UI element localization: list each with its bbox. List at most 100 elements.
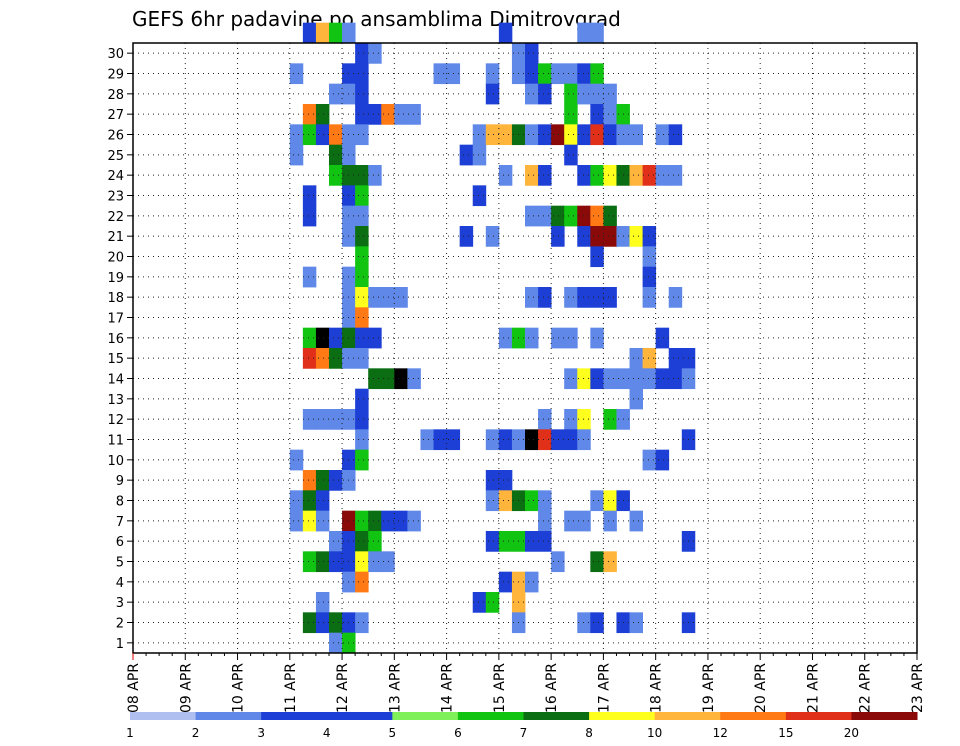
heatmap-cell	[498, 165, 513, 186]
heatmap-cell	[355, 348, 369, 369]
y-tick-label: 21	[107, 230, 124, 245]
heatmap-cell	[289, 510, 304, 532]
y-tick-label: 5	[116, 556, 124, 571]
heatmap-cell	[289, 490, 304, 512]
heatmap-cell	[329, 551, 343, 573]
heatmap-cell	[315, 470, 330, 491]
heatmap-cell	[629, 368, 643, 390]
y-tick-label: 19	[107, 271, 124, 286]
heatmap-cell	[498, 571, 513, 593]
legend-swatch	[654, 712, 721, 720]
heatmap-cell	[668, 348, 683, 369]
legend-swatch	[457, 712, 524, 720]
x-tick-label: 23 APR	[910, 663, 926, 713]
heatmap-cell	[642, 266, 657, 288]
heatmap-cell	[629, 165, 643, 186]
heatmap-cell	[525, 124, 539, 146]
heatmap-cell	[485, 124, 500, 146]
heatmap-cell	[315, 409, 330, 430]
heatmap-cell	[329, 327, 343, 349]
heatmap-cell	[407, 368, 421, 390]
y-axis: 1234567891011121314151617181920212223242…	[107, 47, 133, 652]
heatmap-cell	[407, 104, 421, 125]
x-tick-label: 17 APR	[596, 663, 612, 713]
heatmap-cell	[315, 612, 330, 634]
y-tick-label: 14	[107, 373, 124, 388]
heatmap-cell	[603, 165, 617, 186]
heatmap-cell	[355, 307, 369, 329]
heatmap-cell	[551, 205, 565, 227]
heatmap-cell	[564, 83, 578, 105]
heatmap-cell	[472, 592, 487, 613]
heatmap-cell	[315, 348, 330, 369]
heatmap-cell	[603, 83, 617, 105]
heatmap-cell	[355, 83, 369, 105]
heatmap-cell	[315, 592, 330, 613]
heatmap-cell	[538, 83, 552, 105]
heatmap-cell	[629, 388, 643, 410]
heatmap-cell	[538, 429, 552, 451]
heatmap-cell	[355, 551, 369, 573]
heatmap-cell	[329, 144, 343, 166]
y-tick-label: 26	[107, 129, 124, 144]
legend-label: 12	[713, 726, 728, 740]
heatmap-cell	[538, 124, 552, 146]
heatmap-cell	[590, 104, 604, 125]
y-tick-label: 4	[116, 576, 124, 591]
heatmap-cell	[329, 83, 343, 105]
heatmap-cell	[603, 368, 617, 390]
heatmap-cell	[329, 531, 343, 552]
heatmap-cell	[668, 368, 683, 390]
y-tick-label: 28	[107, 88, 124, 103]
heatmap-cell	[302, 22, 317, 44]
heatmap-cell	[368, 165, 382, 186]
heatmap-cell	[355, 531, 369, 552]
y-tick-label: 15	[107, 352, 124, 367]
heatmap-cell	[590, 368, 604, 390]
heatmap-cell	[538, 490, 552, 512]
heatmap-cell	[368, 531, 382, 552]
legend-label: 10	[647, 726, 662, 740]
legend-label: 4	[323, 726, 331, 740]
heatmap-cell	[315, 551, 330, 573]
y-tick-label: 24	[107, 169, 124, 184]
heatmap-cell	[302, 612, 317, 634]
legend-label: 7	[520, 726, 528, 740]
heatmap-cell	[590, 63, 604, 85]
heatmap-cell	[629, 348, 643, 369]
heatmap-cell	[355, 409, 369, 430]
heatmap-cell	[590, 612, 604, 634]
heatmap-cell	[655, 124, 670, 146]
y-tick-label: 3	[116, 596, 124, 611]
legend-swatch	[392, 712, 459, 720]
heatmap-cell	[577, 22, 591, 44]
heatmap-cell	[368, 43, 382, 64]
heatmap-cell	[498, 429, 513, 451]
heatmap-cell	[603, 490, 617, 512]
heatmap-cell	[642, 246, 657, 268]
heatmap-cell	[642, 368, 657, 390]
x-tick-label: 20 APR	[753, 663, 769, 713]
heatmap-cell	[525, 327, 539, 349]
heatmap-cell	[498, 531, 513, 552]
heatmap-cell	[315, 327, 330, 349]
heatmap-cell	[355, 388, 369, 410]
y-tick-label: 11	[107, 434, 124, 449]
heatmap-cell	[629, 124, 643, 146]
chart-title: GEFS 6hr padavine po ansamblima Dimitrov…	[132, 7, 621, 31]
y-tick-label: 10	[107, 454, 124, 469]
heatmap-cell	[485, 470, 500, 491]
heatmap-cell	[590, 22, 604, 44]
heatmap-cell	[355, 43, 369, 64]
heatmap-cell	[603, 287, 617, 308]
heatmap-cell	[355, 124, 369, 146]
heatmap-cell	[551, 327, 565, 349]
heatmap-cell	[329, 22, 343, 44]
heatmap-cell	[394, 368, 408, 390]
heatmap-cell	[485, 490, 500, 512]
heatmap-cell	[302, 510, 317, 532]
heatmap-cell	[485, 83, 500, 105]
heatmap-cell	[525, 83, 539, 105]
heatmap-cell	[564, 104, 578, 125]
heatmap-cell	[655, 449, 670, 471]
